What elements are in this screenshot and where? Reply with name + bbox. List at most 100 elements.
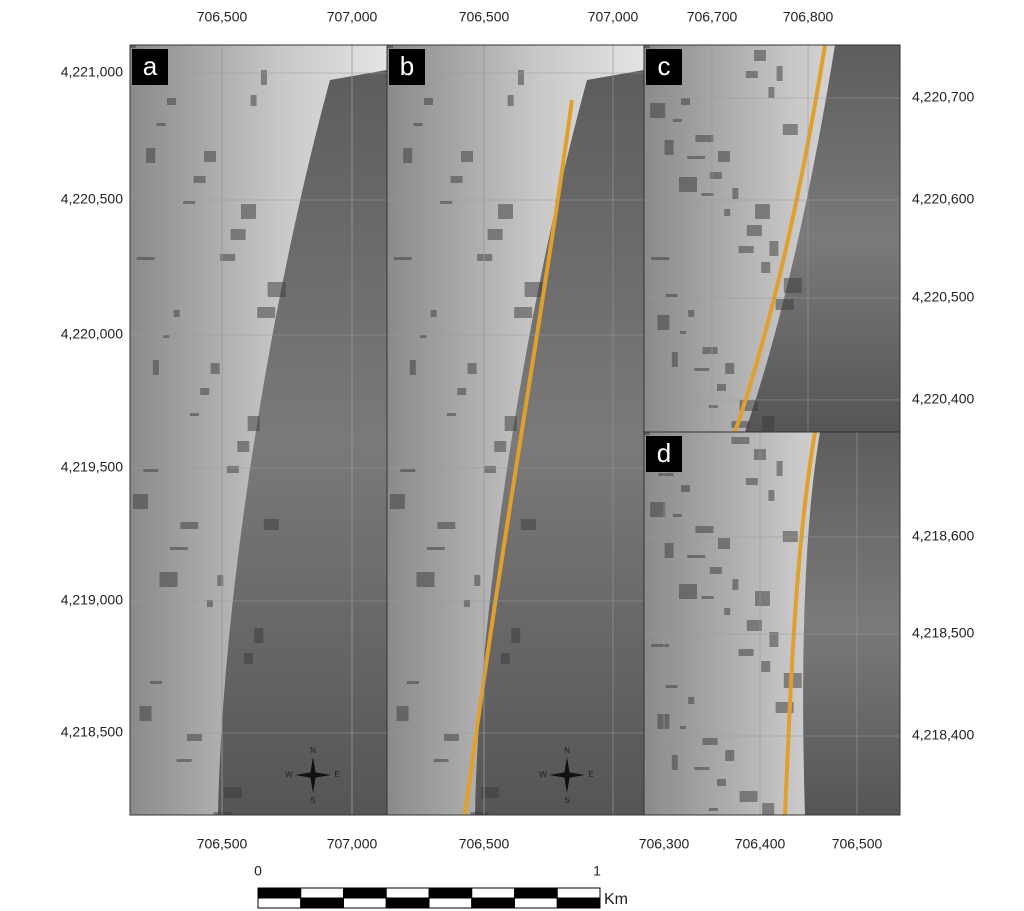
texture: [393, 257, 412, 260]
texture: [657, 315, 670, 330]
texture: [775, 702, 794, 713]
texture: [782, 531, 798, 542]
panel-letter: a: [143, 51, 158, 81]
texture: [768, 490, 775, 501]
texture: [694, 767, 710, 770]
texture: [724, 608, 731, 615]
texture: [163, 335, 170, 338]
texture: [708, 808, 718, 811]
texture: [651, 644, 670, 647]
compass-label: N: [564, 746, 570, 755]
texture: [457, 388, 467, 395]
texture: [783, 278, 802, 293]
shoreline: [783, 432, 817, 815]
panel-letter-box: [389, 49, 425, 85]
texture: [775, 299, 794, 310]
y-coordinate-label: 4,218,500: [912, 625, 974, 641]
texture: [226, 466, 239, 473]
texture: [200, 388, 210, 395]
texture: [446, 413, 456, 416]
x-coordinate-label: 706,500: [832, 836, 883, 852]
texture: [426, 547, 445, 550]
texture: [755, 591, 770, 606]
texture: [762, 416, 775, 431]
y-coordinate-label: 4,220,700: [912, 89, 974, 105]
sea: [745, 45, 900, 432]
x-coordinate-label: 706,500: [459, 836, 510, 852]
texture: [717, 779, 726, 786]
texture: [732, 188, 739, 199]
texture: [776, 66, 783, 81]
texture: [132, 494, 148, 509]
texture: [477, 254, 493, 261]
texture: [263, 519, 279, 530]
panel-letter-box: [646, 49, 682, 85]
panels: a N E S Wb N E S Wc d: [129, 44, 901, 816]
x-coordinate-label: 707,000: [327, 836, 378, 852]
texture: [152, 360, 159, 375]
panel: [644, 432, 900, 815]
texture: [644, 45, 650, 48]
scale-bar-segment: [471, 887, 515, 899]
panel-letter: c: [658, 51, 671, 81]
panel: [130, 45, 387, 815]
texture: [500, 653, 510, 664]
texture: [474, 575, 481, 586]
texture: [514, 307, 533, 318]
scale-bar-segment: [385, 887, 430, 899]
texture: [463, 600, 470, 607]
texture: [687, 555, 706, 558]
texture: [701, 193, 714, 196]
texture: [517, 70, 524, 85]
texture: [688, 310, 695, 317]
texture: [440, 201, 453, 204]
texture: [688, 697, 695, 704]
texture: [193, 176, 206, 183]
texture: [695, 526, 714, 533]
texture: [761, 262, 771, 273]
texture: [738, 649, 754, 656]
texture: [776, 461, 783, 476]
texture: [467, 363, 477, 374]
texture: [149, 681, 162, 684]
texture: [511, 628, 521, 643]
texture: [745, 478, 758, 485]
texture: [430, 310, 437, 317]
texture: [671, 352, 678, 367]
texture: [701, 596, 714, 599]
texture: [665, 294, 678, 297]
scale-bar-segment: [514, 897, 558, 909]
texture: [708, 405, 718, 408]
texture: [731, 421, 750, 428]
texture: [206, 600, 213, 607]
compass-label: N: [310, 746, 316, 755]
texture: [167, 98, 176, 105]
texture: [745, 71, 758, 78]
texture: [679, 177, 697, 192]
x-coordinate-label: 707,000: [327, 9, 378, 25]
texture: [718, 538, 730, 549]
y-coordinate-label: 4,221,000: [61, 64, 123, 80]
texture: [156, 123, 166, 126]
texture: [267, 282, 286, 297]
texture: [717, 384, 726, 391]
texture: [672, 119, 682, 122]
scale-bar-segment: [343, 887, 387, 899]
y-coordinate-label: 4,219,000: [61, 592, 123, 608]
texture: [671, 755, 678, 770]
texture: [260, 70, 267, 85]
texture: [664, 543, 674, 558]
compass: [549, 757, 585, 793]
panel-letter: d: [657, 438, 671, 468]
x-coordinate-label: 707,000: [588, 9, 639, 25]
texture: [498, 204, 513, 219]
x-coordinate-label: 706,500: [197, 9, 248, 25]
texture: [130, 45, 136, 48]
texture: [254, 628, 264, 643]
x-coordinate-label: 706,800: [783, 9, 834, 25]
x-coordinate-label: 706,400: [735, 836, 786, 852]
scale-bar-label: 0: [254, 863, 262, 879]
texture: [732, 579, 739, 590]
texture: [507, 95, 514, 106]
scale-bar-segment: [556, 897, 601, 909]
